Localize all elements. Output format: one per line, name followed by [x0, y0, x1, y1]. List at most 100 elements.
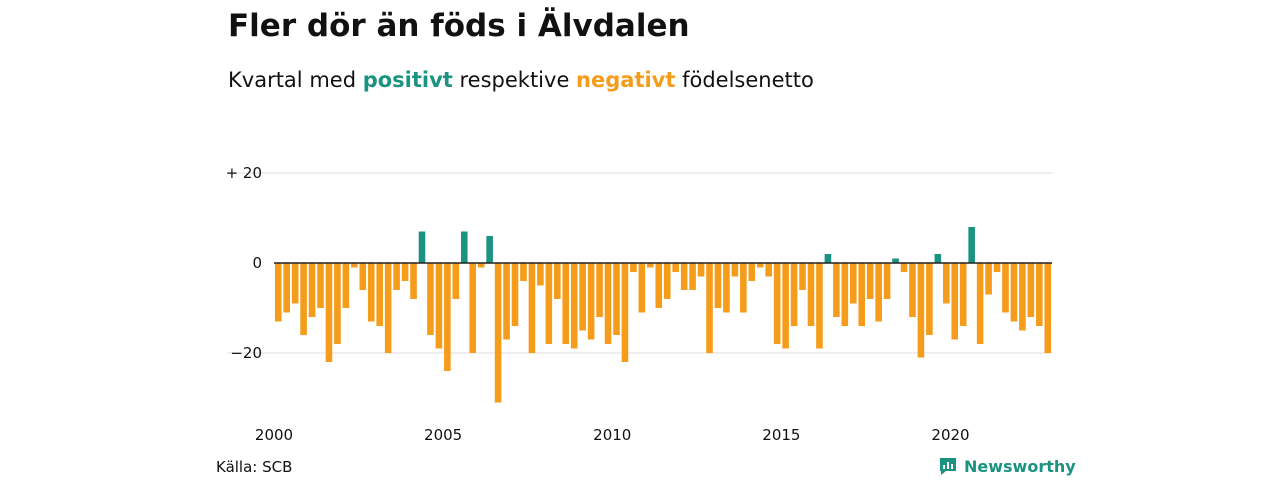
bar-negative	[291, 263, 299, 304]
bar-negative	[630, 263, 637, 272]
bar-negative	[655, 263, 663, 308]
bar-negative	[494, 263, 502, 403]
bar-negative	[942, 263, 950, 304]
bar-negative	[926, 263, 933, 335]
bar-negative	[841, 263, 849, 326]
x-tick-label: 2020	[931, 426, 969, 444]
bar-negative	[1036, 263, 1043, 326]
subtitle-text-post: födelsenetto	[675, 68, 814, 92]
bar-negative	[435, 263, 443, 349]
subtitle-negative-label: negativt	[576, 68, 676, 92]
bar-negative	[858, 263, 866, 326]
bar-negative	[376, 263, 384, 326]
bar-negative	[833, 263, 840, 317]
bar-negative	[351, 263, 358, 268]
bar-negative	[503, 263, 510, 340]
bar-negative	[900, 263, 908, 272]
bar-negative	[723, 263, 730, 313]
bar-negative	[384, 263, 392, 353]
bar-negative	[638, 263, 646, 313]
chart-subtitle: Kvartal med positivt respektive negativt…	[228, 68, 814, 92]
bar-negative	[909, 263, 916, 317]
bar-negative	[1044, 263, 1052, 353]
bar-negative	[756, 263, 764, 268]
bar-negative	[359, 263, 367, 290]
bar-negative	[1010, 263, 1018, 322]
source-note: Källa: SCB	[216, 458, 293, 476]
bar-negative	[1027, 263, 1035, 317]
bar-negative	[714, 263, 722, 308]
bar-negative	[579, 263, 586, 331]
x-tick-label: 2010	[593, 426, 631, 444]
bar-negative	[689, 263, 696, 290]
bar-negative	[587, 263, 595, 340]
bar-negative	[740, 263, 747, 313]
bars-layer	[274, 227, 1052, 403]
bar-negative	[274, 263, 282, 322]
subtitle-positive-label: positivt	[362, 68, 453, 92]
bar-positive	[460, 231, 468, 263]
bar-negative	[545, 263, 553, 344]
bar-negative	[520, 263, 527, 281]
brand-logo: Newsworthy	[938, 456, 1076, 476]
bar-negative	[993, 263, 1001, 272]
y-tick-label: 0	[252, 254, 262, 272]
newsworthy-logo-icon	[940, 458, 956, 475]
bar-negative	[959, 263, 967, 326]
x-tick-labels: 2000 2005 2010 2015 2020	[255, 426, 970, 444]
bar-negative	[951, 263, 959, 340]
bar-negative	[367, 263, 375, 322]
chart-title: Fler dör än föds i Älvdalen	[228, 8, 690, 44]
bar-positive	[824, 254, 832, 263]
bar-positive	[934, 254, 942, 263]
y-tick-labels: + 20 0 −20	[226, 164, 262, 362]
x-tick-label: 2000	[255, 426, 293, 444]
bar-negative	[663, 263, 671, 299]
bar-negative	[731, 263, 739, 277]
bar-negative	[528, 263, 536, 353]
brand-name: Newsworthy	[964, 456, 1076, 476]
bar-negative	[799, 263, 806, 290]
bar-negative	[697, 263, 705, 277]
bar-negative	[706, 263, 713, 353]
bar-negative	[613, 263, 620, 335]
bar-positive	[892, 258, 899, 263]
bar-negative	[866, 263, 874, 299]
bar-positive	[968, 227, 975, 263]
bar-negative	[875, 263, 882, 322]
bar-negative	[1019, 263, 1026, 331]
bar-negative	[782, 263, 789, 349]
bar-negative	[765, 263, 773, 277]
bar-negative	[477, 263, 485, 268]
bar-negative	[317, 263, 324, 308]
bar-positive	[486, 236, 493, 263]
bar-negative	[308, 263, 316, 317]
grid-layer	[228, 172, 1052, 354]
x-tick-label: 2005	[424, 426, 462, 444]
subtitle-text-pre: Kvartal med	[228, 68, 363, 92]
bar-negative	[444, 263, 451, 371]
subtitle-text-mid: respektive	[452, 68, 577, 92]
y-tick-label: −20	[230, 344, 262, 362]
bar-negative	[283, 263, 290, 313]
bar-negative	[790, 263, 798, 326]
bar-negative	[773, 263, 781, 344]
bar-negative	[325, 263, 333, 362]
bar-negative	[553, 263, 561, 299]
bar-negative	[621, 263, 629, 362]
bar-negative	[537, 263, 544, 286]
x-tick-label: 2015	[762, 426, 800, 444]
bar-negative	[300, 263, 307, 335]
bar-negative	[410, 263, 417, 299]
bar-negative	[562, 263, 570, 344]
bar-negative	[570, 263, 578, 349]
bar-negative	[401, 263, 409, 281]
y-tick-label: + 20	[226, 164, 262, 182]
bar-positive	[418, 231, 426, 263]
bar-negative	[334, 263, 341, 344]
bar-negative	[342, 263, 350, 308]
bar-negative	[680, 263, 688, 290]
bar-negative	[427, 263, 434, 335]
bar-negative	[807, 263, 815, 326]
